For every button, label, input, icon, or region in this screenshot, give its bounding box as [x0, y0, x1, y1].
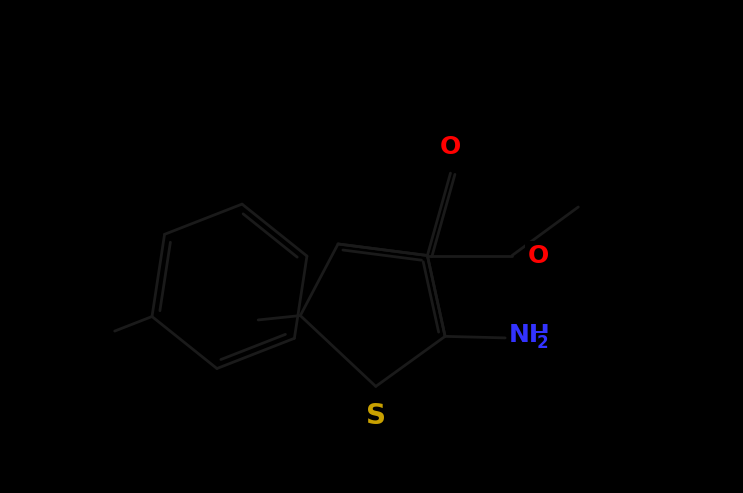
Text: S: S	[366, 402, 386, 430]
Text: 2: 2	[536, 334, 548, 352]
Text: O: O	[440, 135, 461, 159]
Text: NH: NH	[509, 323, 551, 347]
Text: O: O	[528, 244, 549, 268]
